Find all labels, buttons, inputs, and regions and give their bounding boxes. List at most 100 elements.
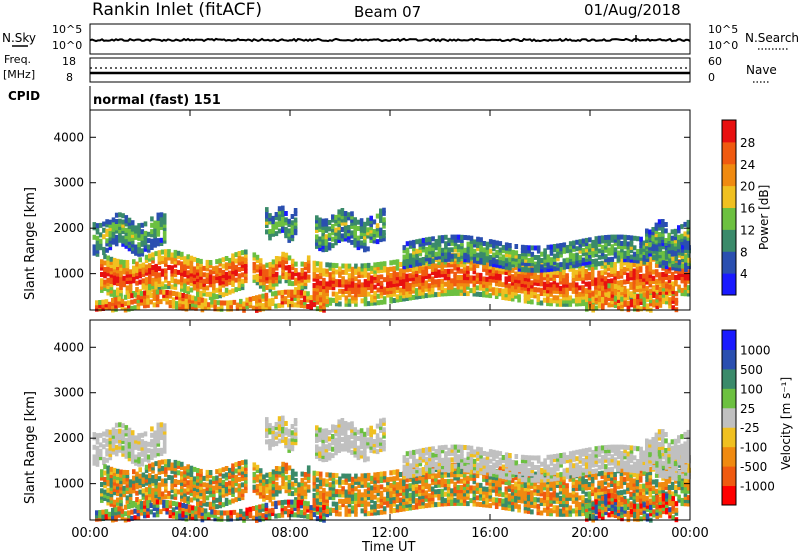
power-cell <box>267 298 272 304</box>
power-cell <box>408 262 413 268</box>
velocity-cell <box>128 495 133 501</box>
power-cell <box>437 244 442 250</box>
power-cell <box>591 252 595 258</box>
power-cell <box>119 281 123 287</box>
velocity-cell <box>520 498 525 504</box>
velocity-cell <box>240 460 245 466</box>
power-cell <box>155 289 160 295</box>
power-cell <box>469 242 474 248</box>
velocity-cell <box>278 485 282 491</box>
power-cell <box>556 253 560 259</box>
power-cell <box>170 252 174 258</box>
power-cell <box>262 267 266 273</box>
velocity-cell <box>354 505 358 511</box>
power-cell <box>555 269 560 275</box>
power-cell <box>472 242 477 248</box>
velocity-cell <box>167 490 171 496</box>
velocity-cell <box>546 511 550 517</box>
power-cell <box>386 292 390 298</box>
power-cell <box>552 279 557 285</box>
velocity-cell <box>148 466 152 472</box>
velocity-cell <box>510 487 515 493</box>
power-cell <box>164 261 168 267</box>
velocity-cell <box>109 485 114 491</box>
velocity-cell <box>366 492 371 497</box>
power-cell <box>240 281 245 287</box>
power-cell <box>680 254 685 259</box>
power-cell <box>274 262 279 268</box>
power-cell <box>581 291 585 297</box>
velocity-cell <box>536 491 541 497</box>
power-cell <box>280 302 285 308</box>
power-cell <box>210 302 214 308</box>
power-cell <box>132 271 136 277</box>
power-cell <box>616 244 621 250</box>
power-cell <box>293 227 298 233</box>
velocity-cell <box>356 429 361 435</box>
velocity-cell <box>370 494 374 500</box>
velocity-cell <box>167 459 171 465</box>
velocity-cell <box>353 439 357 445</box>
power-cell <box>114 303 118 309</box>
velocity-cell <box>271 438 275 444</box>
power-cell <box>648 269 653 275</box>
velocity-cell <box>424 480 429 486</box>
velocity-cell <box>118 438 122 444</box>
power-cell <box>124 234 129 240</box>
velocity-cell <box>418 504 422 509</box>
velocity-cell <box>159 451 164 456</box>
power-cell <box>654 262 659 268</box>
power-cell <box>674 265 679 271</box>
power-cell <box>478 276 483 282</box>
power-cell <box>143 300 147 306</box>
power-cell <box>504 279 509 285</box>
power-cell <box>176 279 181 285</box>
velocity-cell <box>180 461 184 467</box>
velocity-cell <box>382 474 387 480</box>
power-cell <box>645 228 649 234</box>
nsearch-tick-bottom: 10^0 <box>708 39 738 52</box>
power-cell <box>524 264 528 270</box>
power-cell <box>536 264 541 270</box>
power-cell <box>459 281 464 287</box>
power-cell <box>321 234 325 240</box>
power-cell <box>492 243 496 248</box>
velocity-cell <box>389 495 393 501</box>
velocity-cell <box>137 458 141 464</box>
power-cell <box>106 271 110 277</box>
velocity-cell <box>281 465 285 470</box>
velocity-cell <box>290 491 295 497</box>
power-cell <box>558 279 563 285</box>
power-cell <box>665 296 669 302</box>
velocity-cell <box>134 457 138 463</box>
velocity-cell <box>293 418 298 423</box>
power-cell <box>212 288 216 294</box>
velocity-cell <box>164 481 168 487</box>
power-cell <box>610 283 615 289</box>
power-cell <box>148 279 152 284</box>
velocity-cell <box>180 496 184 502</box>
velocity-cell <box>218 496 222 502</box>
power-cell <box>466 241 471 247</box>
power-cell <box>613 237 618 243</box>
power-cell <box>677 287 681 293</box>
power-cell <box>127 294 131 299</box>
power-cell <box>571 273 576 278</box>
velocity-cell <box>379 418 383 424</box>
velocity-cell <box>363 450 367 456</box>
power-cell <box>359 227 364 233</box>
power-cell <box>347 225 351 230</box>
velocity-cell <box>258 480 263 486</box>
power-cell <box>607 247 611 253</box>
power-cell <box>133 292 137 298</box>
power-cell <box>578 245 583 251</box>
power-cell <box>171 303 176 309</box>
power-cell <box>287 271 292 277</box>
power-cell <box>456 256 461 262</box>
power-cell <box>555 282 560 288</box>
velocity-cell <box>100 497 104 503</box>
power-cell <box>638 274 643 279</box>
power-cell <box>337 231 341 237</box>
power-cell <box>594 239 599 245</box>
power-cell <box>328 275 333 281</box>
